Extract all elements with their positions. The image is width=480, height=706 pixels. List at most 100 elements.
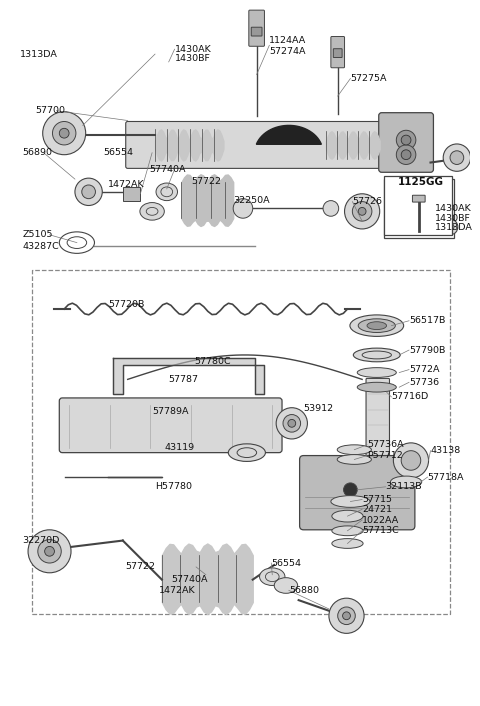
Text: 5772A: 5772A [409, 365, 440, 374]
Text: H57780: H57780 [155, 482, 192, 491]
Circle shape [60, 128, 69, 138]
Polygon shape [256, 126, 322, 144]
Text: 56880: 56880 [289, 586, 319, 595]
FancyBboxPatch shape [379, 113, 433, 172]
Text: 57789A: 57789A [152, 407, 189, 416]
Text: 1124AA: 1124AA [269, 36, 307, 45]
Circle shape [344, 483, 357, 496]
FancyBboxPatch shape [60, 398, 282, 453]
Text: 32113B: 32113B [385, 482, 422, 491]
FancyBboxPatch shape [300, 455, 415, 530]
Bar [123, 187, 140, 201]
Ellipse shape [228, 444, 265, 462]
Text: P57712: P57712 [367, 451, 403, 460]
Text: 57790B: 57790B [409, 345, 445, 354]
Text: 1430AK: 1430AK [175, 44, 211, 54]
Text: 57716D: 57716D [391, 393, 429, 402]
Ellipse shape [337, 445, 372, 455]
Text: 1313DA: 1313DA [20, 49, 58, 59]
Text: 43287C: 43287C [22, 242, 59, 251]
Text: 1472AK: 1472AK [108, 179, 145, 189]
Ellipse shape [332, 510, 363, 522]
Text: 1430AK: 1430AK [435, 204, 472, 213]
Text: 56554: 56554 [103, 148, 133, 157]
Circle shape [45, 546, 54, 556]
Text: 1125GG: 1125GG [398, 177, 444, 187]
Bar [384, 179, 454, 238]
Text: 57736A: 57736A [367, 441, 404, 449]
Circle shape [283, 414, 300, 432]
Ellipse shape [332, 526, 363, 536]
Text: 1430BF: 1430BF [175, 54, 210, 64]
Text: 32250A: 32250A [233, 196, 270, 205]
Text: 24721: 24721 [362, 505, 392, 514]
Circle shape [38, 539, 61, 563]
Circle shape [338, 607, 355, 625]
Ellipse shape [367, 322, 386, 330]
FancyBboxPatch shape [249, 10, 264, 47]
Circle shape [401, 150, 411, 160]
Ellipse shape [332, 539, 363, 549]
Text: 57720B: 57720B [108, 299, 144, 309]
FancyBboxPatch shape [366, 378, 389, 478]
FancyBboxPatch shape [251, 28, 262, 36]
Text: 57274A: 57274A [269, 47, 306, 56]
Text: 1313DA: 1313DA [435, 224, 473, 232]
Text: 57780C: 57780C [194, 357, 231, 366]
FancyBboxPatch shape [126, 121, 413, 168]
Ellipse shape [357, 368, 396, 378]
Ellipse shape [353, 348, 400, 361]
Circle shape [323, 201, 339, 216]
Text: 57275A: 57275A [350, 74, 387, 83]
Circle shape [276, 407, 307, 439]
Text: 57722: 57722 [126, 563, 156, 571]
Text: 57713C: 57713C [362, 526, 399, 535]
Circle shape [329, 598, 364, 633]
Text: 57740A: 57740A [172, 575, 208, 584]
Text: 57715: 57715 [362, 495, 392, 504]
Circle shape [450, 151, 464, 164]
Circle shape [82, 185, 96, 198]
Text: 43138: 43138 [431, 446, 461, 455]
Polygon shape [113, 358, 264, 394]
Text: 32270D: 32270D [22, 536, 60, 545]
Ellipse shape [156, 183, 178, 201]
Bar [384, 176, 452, 235]
FancyBboxPatch shape [411, 181, 426, 186]
FancyBboxPatch shape [412, 196, 425, 202]
Text: Z5105: Z5105 [22, 230, 53, 239]
Circle shape [401, 135, 411, 145]
Text: 57700: 57700 [35, 106, 65, 115]
Ellipse shape [358, 319, 396, 333]
Text: 56890: 56890 [22, 148, 52, 157]
Text: 53912: 53912 [303, 404, 334, 413]
Circle shape [345, 193, 380, 229]
Text: 57736: 57736 [409, 378, 439, 387]
Text: 57787: 57787 [168, 375, 199, 384]
Text: 1022AA: 1022AA [362, 515, 399, 525]
Circle shape [401, 450, 421, 470]
FancyBboxPatch shape [333, 49, 342, 57]
Text: 43119: 43119 [165, 443, 195, 453]
Text: 57740A: 57740A [149, 165, 186, 174]
Circle shape [358, 208, 366, 215]
Ellipse shape [350, 315, 404, 336]
Text: 56554: 56554 [271, 558, 301, 568]
Circle shape [343, 612, 350, 620]
Bar [32, 270, 450, 614]
Text: 57722: 57722 [191, 176, 221, 186]
Circle shape [52, 121, 76, 145]
Text: 1472AK: 1472AK [159, 586, 195, 595]
Circle shape [75, 178, 102, 205]
Ellipse shape [337, 455, 372, 465]
Ellipse shape [357, 383, 396, 392]
FancyBboxPatch shape [331, 37, 345, 68]
Text: 56517B: 56517B [409, 316, 445, 325]
Circle shape [28, 530, 71, 573]
Text: 57726: 57726 [352, 197, 383, 206]
Text: 57718A: 57718A [428, 472, 464, 481]
Circle shape [396, 131, 416, 150]
Circle shape [442, 219, 458, 235]
Circle shape [352, 202, 372, 221]
Ellipse shape [331, 496, 370, 508]
